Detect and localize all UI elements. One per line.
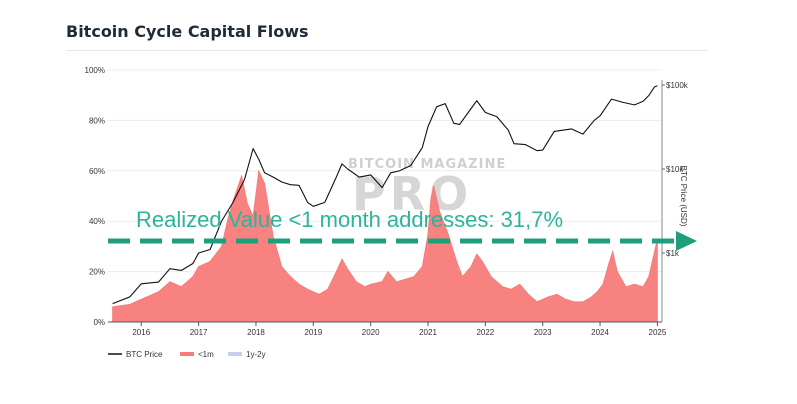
right-tick-label: $100k: [666, 81, 689, 90]
left-tick-label: 100%: [85, 66, 105, 75]
title-divider: [66, 50, 708, 51]
x-tick-label: 2016: [132, 328, 150, 337]
left-tick-label: 40%: [89, 217, 105, 226]
x-tick-label: 2023: [534, 328, 552, 337]
x-tick-label: 2017: [190, 328, 208, 337]
x-tick-label: 2025: [649, 328, 667, 337]
left-tick-label: 20%: [89, 268, 105, 277]
left-tick-label: 0%: [93, 318, 105, 327]
area-series: [112, 169, 658, 323]
annotation-arrow-icon: [676, 231, 697, 251]
btc-price-line: [112, 85, 658, 305]
left-axis-ticks: 0% 20% 40% 60% 80% 100%: [85, 66, 105, 327]
legend-label: <1m: [198, 350, 214, 359]
left-tick-label: 60%: [89, 167, 105, 176]
right-axis-label: BTC Price (USD): [679, 166, 688, 227]
x-tick-label: 2022: [476, 328, 494, 337]
left-tick-label: 80%: [89, 116, 105, 125]
legend-swatch-lt1m: [180, 352, 194, 356]
legend: BTC Price <1m 1y-2y: [108, 350, 266, 359]
right-axis-ticks: $1k $10k $100k: [662, 81, 689, 258]
annotation: Realized Value <1 month addresses: 31,7%: [108, 207, 697, 251]
legend-swatch-1y2y: [228, 352, 242, 356]
legend-label: 1y-2y: [246, 350, 266, 359]
area-lt1m: [112, 169, 658, 323]
right-tick-label: $10k: [666, 165, 684, 174]
annotation-text: Realized Value <1 month addresses: 31,7%: [136, 207, 563, 232]
x-tick-label: 2018: [247, 328, 265, 337]
x-tick-label: 2024: [591, 328, 609, 337]
x-tick-label: 2021: [419, 328, 437, 337]
legend-label: BTC Price: [126, 350, 163, 359]
x-tick-label: 2019: [304, 328, 322, 337]
axes: [108, 80, 663, 323]
x-tick-label: 2020: [362, 328, 380, 337]
price-series: [112, 85, 658, 305]
x-axis-ticks: 2016 2017 2018 2019 2020 2021 2022 2023 2024 2025: [132, 322, 667, 337]
watermark-line1: BITCOIN MAGAZINE: [348, 157, 506, 172]
right-tick-label: $1k: [666, 249, 680, 258]
chart-title: Bitcoin Cycle Capital Flows: [66, 22, 309, 41]
